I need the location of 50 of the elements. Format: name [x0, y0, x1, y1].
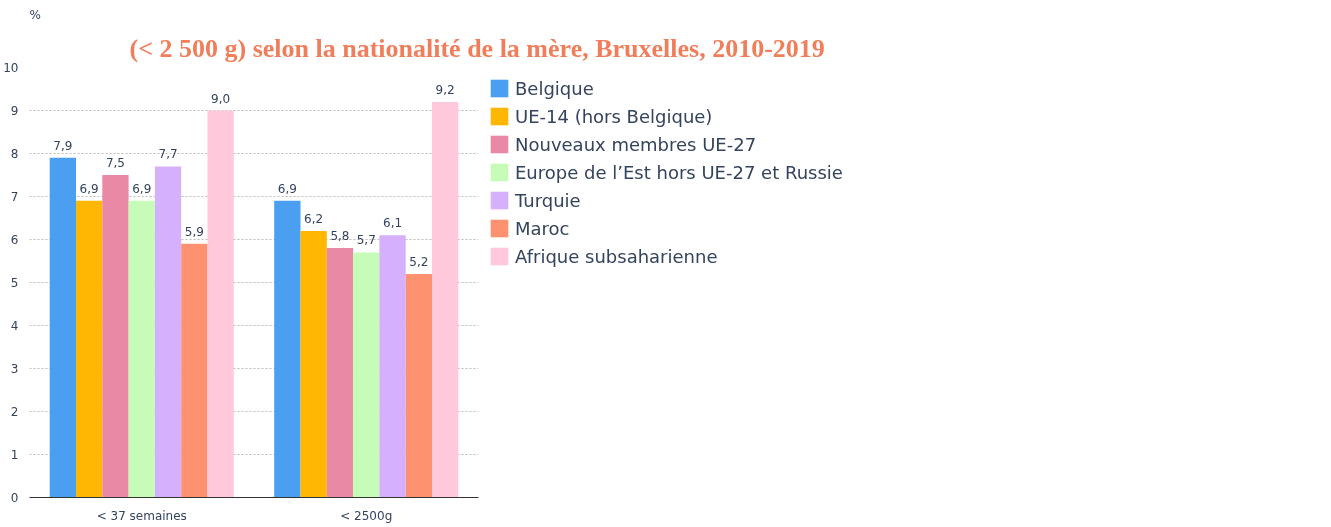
bar — [326, 248, 354, 498]
data-label: 6,2 — [304, 211, 324, 226]
legend-label: Turquie — [515, 189, 581, 211]
y-tick-label: 7 — [10, 190, 19, 204]
legend-label: UE-14 (hors Belgique) — [515, 105, 713, 127]
y-tick-label: 9 — [10, 104, 19, 118]
y-tick-label: 3 — [10, 362, 19, 376]
bar — [181, 243, 208, 498]
legend-label: Belgique — [515, 77, 594, 99]
data-label: 5,2 — [409, 254, 429, 269]
x-tick-label: < 2500g — [340, 508, 393, 523]
data-label: 6,1 — [383, 216, 403, 231]
bar — [154, 166, 182, 498]
data-label: 7,7 — [158, 147, 178, 162]
y-tick-label: 2 — [10, 405, 19, 419]
data-label: 9,2 — [435, 82, 455, 97]
legend-label: Europe de l’Est hors UE-27 et Russie — [515, 161, 843, 183]
bar — [379, 235, 406, 498]
data-label: 6,9 — [79, 181, 99, 196]
y-tick-label: 5 — [10, 276, 19, 290]
y-tick-label: 4 — [10, 319, 19, 333]
bar — [432, 101, 459, 498]
legend-label: Nouveaux membres UE-27 — [515, 133, 757, 155]
data-label: 5,7 — [356, 233, 376, 248]
legend-label: Afrique subsaharienne — [515, 245, 718, 267]
y-tick-label: 1 — [10, 448, 19, 462]
bar — [128, 200, 155, 498]
y-tick-label: 8 — [10, 147, 19, 161]
y-tick-label: 10 — [3, 61, 19, 75]
data-label: 6,9 — [132, 181, 152, 196]
bar — [405, 273, 432, 498]
data-label: 7,5 — [105, 156, 125, 170]
legend-label: Maroc — [515, 217, 570, 239]
data-label: 9,0 — [211, 91, 231, 106]
bar — [49, 157, 76, 498]
chart-title: (< 2 500 g) selon la nationalité de la mère, Bruxelles, 2010-2019 — [129, 33, 825, 63]
bar — [207, 110, 234, 498]
data-label: 5,9 — [184, 224, 204, 239]
y-tick-label: 6 — [10, 233, 19, 247]
bar — [353, 252, 380, 498]
data-label: 7,9 — [53, 138, 73, 153]
bar — [274, 200, 301, 498]
bar — [102, 175, 129, 498]
x-tick-label: < 37 semaines — [96, 508, 187, 523]
bar — [300, 230, 327, 498]
y-axis-title: % — [29, 7, 41, 22]
data-label: 5,8 — [330, 229, 350, 244]
data-label: 6,9 — [277, 181, 297, 196]
bar — [76, 200, 103, 498]
y-tick-label: 0 — [10, 491, 19, 505]
